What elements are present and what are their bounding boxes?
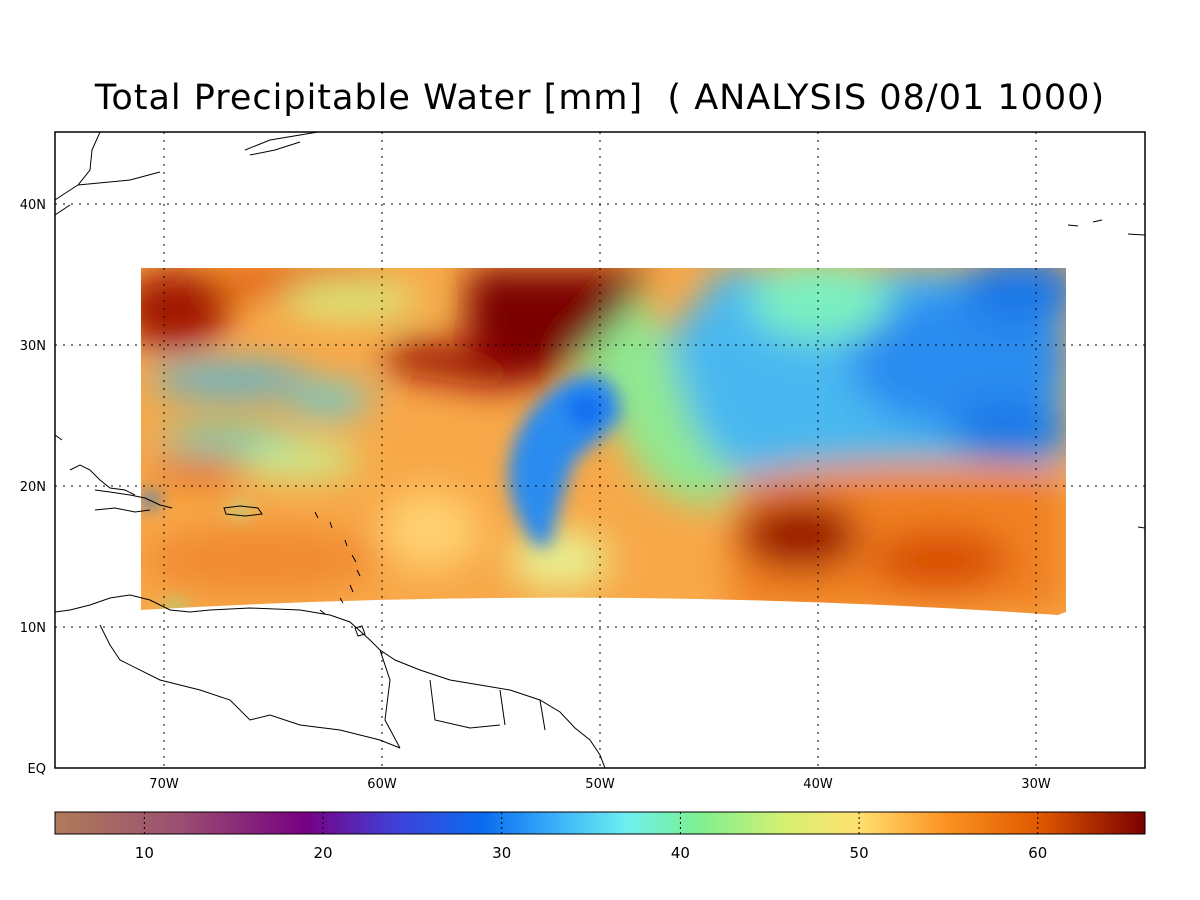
cape-verde [1137,526,1145,529]
colorbar-labels: 10 20 30 40 50 60 [135,844,1048,862]
lon-label: 50W [585,777,615,792]
lat-labels: 40N 30N 20N 10N EQ [20,198,46,777]
map-frame [54,131,1146,769]
lat-label: 10N [20,621,46,636]
lat-label: 40N [20,198,46,213]
gridlines [55,132,1145,768]
colorbar-tick-label: 60 [1028,844,1047,862]
lon-label: 70W [149,777,179,792]
colorbar-tick-label: 10 [135,844,154,862]
us-northeast-coast [55,132,161,216]
colorbar-tick-label: 30 [492,844,511,862]
nova-scotia-coast [244,132,319,156]
coastlines [55,132,1145,768]
venezuela-interior [99,624,546,749]
lon-label: 60W [367,777,397,792]
tpw-field [141,268,1066,615]
lat-label: 20N [20,480,46,495]
lat-label: EQ [28,762,46,777]
colorbar-ticks [143,812,1039,834]
south-america-coast [55,594,606,768]
lesser-antilles [314,511,361,615]
colorbar: 10 20 30 40 50 60 [54,811,1146,862]
cuba-coast [55,434,136,496]
lon-label: 40W [803,777,833,792]
lat-label: 30N [20,339,46,354]
hispaniola-coast [94,489,173,513]
azores [1067,219,1145,236]
colorbar-tick-label: 20 [313,844,332,862]
lon-label: 30W [1021,777,1051,792]
puerto-rico-coast [223,505,263,517]
lon-labels: 70W 60W 50W 40W 30W [149,777,1051,792]
map-title: Total Precipitable Water [mm] ( ANALYSIS… [94,78,1106,118]
colorbar-tick-label: 50 [850,844,869,862]
colorbar-strip [54,811,1146,835]
colorbar-tick-label: 40 [671,844,690,862]
